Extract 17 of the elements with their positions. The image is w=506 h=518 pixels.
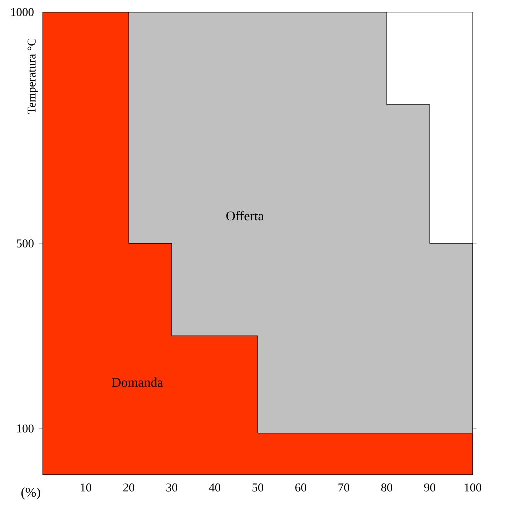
x-tick-label: 20 (124, 484, 135, 492)
x-tick-label: 70 (338, 484, 350, 492)
x-tick-label: 10 (81, 484, 92, 492)
x-axis-title: (%) (22, 488, 40, 500)
y-tick-label: 100 (17, 424, 34, 433)
y-tick-label: 500 (17, 240, 34, 248)
x-tick-label: 90 (424, 484, 436, 492)
x-tick-label: 50 (252, 484, 264, 492)
x-tick-label: 100 (465, 484, 482, 492)
x-tick-label: 40 (209, 484, 221, 492)
x-tick-label: 80 (381, 484, 393, 492)
y-axis-title: Temperatura °C (28, 39, 38, 114)
series-label: Domanda (112, 378, 164, 388)
y-tick-label: 1000 (11, 8, 34, 16)
x-tick-label: 60 (296, 484, 307, 492)
x-tick-label: 30 (166, 484, 178, 492)
series-label: Offerta (226, 211, 264, 221)
